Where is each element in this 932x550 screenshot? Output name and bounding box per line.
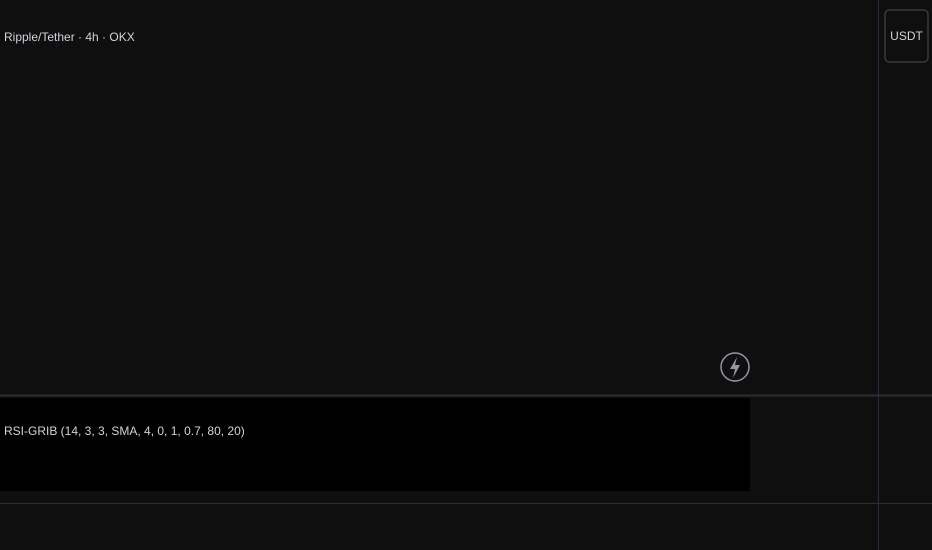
lightning-icon bbox=[730, 357, 740, 378]
lightning-button[interactable] bbox=[720, 352, 750, 382]
currency-button[interactable] bbox=[884, 9, 929, 63]
currency-label[interactable]: USDT bbox=[890, 29, 923, 43]
chart-title: Ripple/Tether · 4h · OKX bbox=[4, 30, 135, 44]
indicator-title: RSI-GRIB (14, 3, 3, SMA, 4, 0, 1, 0.7, 8… bbox=[4, 424, 245, 438]
indicator-band bbox=[0, 398, 750, 491]
